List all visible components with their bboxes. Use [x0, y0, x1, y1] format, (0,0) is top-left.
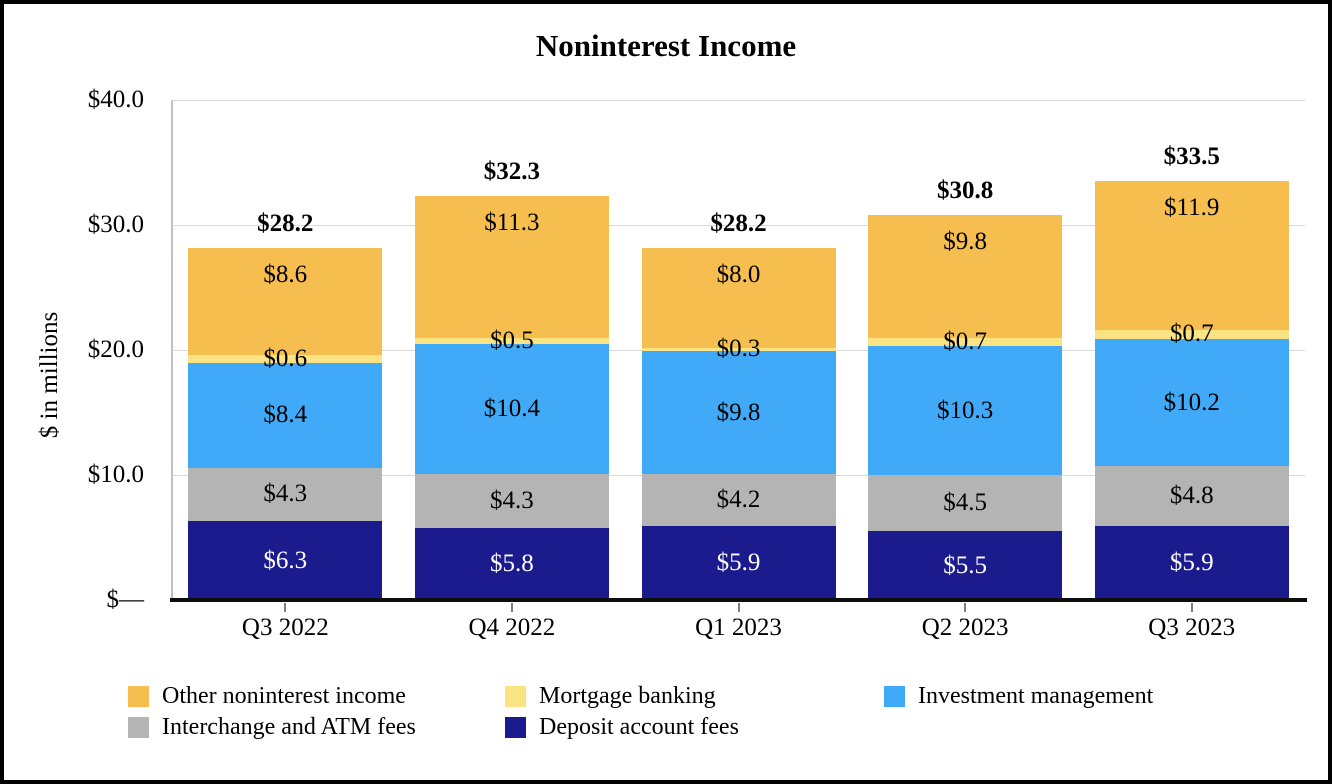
legend-item-deposit-account-fees: Deposit account fees: [505, 714, 739, 740]
bar-segment-investment-management: $8.4: [188, 362, 383, 468]
segment-value-label: $4.5: [943, 489, 987, 517]
segment-value-label: $11.9: [1164, 194, 1220, 222]
bar-segment-deposit-account-fees: $5.8: [414, 527, 609, 600]
bar-segment-interchange-and-atm-fees: $4.2: [641, 473, 836, 527]
segment-value-label: $10.2: [1163, 388, 1220, 416]
bar-segment-investment-management: $10.4: [414, 343, 609, 474]
x-axis-category-label: Q1 2023: [695, 614, 782, 641]
segment-value-label: $9.8: [943, 228, 987, 255]
bar-segment-mortgage-banking: $0.7: [868, 328, 1063, 355]
bar-segment-other-noninterest-income: $9.8: [868, 215, 1063, 338]
bar-total-label: $32.3: [483, 158, 541, 186]
bar-total-label: $28.2: [710, 209, 767, 237]
legend-swatch-investment-management: [884, 685, 905, 707]
x-axis-tick: [284, 603, 287, 612]
segment-value-label: $11.3: [484, 209, 540, 237]
bar-segment-mortgage-banking: $0.7: [1094, 320, 1289, 347]
legend-item-label: Mortgage banking: [539, 683, 716, 709]
gridline: [172, 224, 1305, 226]
segment-value-label: $8.4: [263, 401, 308, 428]
legend-item-label: Other noninterest income: [162, 683, 406, 709]
legend-item-label: Investment management: [918, 683, 1154, 709]
segment-value-label: $5.9: [716, 549, 761, 577]
bar-segment-deposit-account-fees: $5.9: [641, 526, 836, 600]
segment-value-label: $9.8: [716, 398, 761, 426]
segment-value-label: $0.5: [490, 326, 534, 354]
y-axis-tick-label: $—: [106, 586, 145, 613]
bar-segment-other-noninterest-income: $8.6: [188, 247, 383, 355]
segment-value-label: $0.3: [716, 335, 761, 363]
bar-q1-2023: $5.9 $4.2 $9.8 $0.3 $8.0 $28.2: [641, 100, 836, 600]
chart-title: Noninterest Income: [535, 28, 797, 63]
y-axis-tick-label: $30.0: [87, 211, 144, 238]
gridline: [172, 99, 1305, 101]
bar-segment-investment-management: $9.8: [641, 351, 836, 474]
segment-value-label: $4.3: [263, 480, 308, 508]
legend-item-label: Interchange and ATM fees: [162, 714, 416, 740]
bar-segment-other-noninterest-income: $8.0: [641, 247, 836, 348]
bar-q3-2023: $5.9 $4.8 $10.2 $0.7 $11.9 $33.5: [1094, 100, 1289, 600]
bar-segment-deposit-account-fees: $5.9: [1094, 526, 1289, 600]
segment-value-label: $10.4: [483, 394, 541, 422]
y-axis-tick-label: $20.0: [87, 336, 144, 363]
segment-value-label: $0.7: [1169, 320, 1214, 348]
y-axis-tick-label: $10.0: [87, 461, 144, 488]
bar-total-label: $33.5: [1163, 143, 1220, 171]
legend-swatch-interchange-and-atm-fees: [128, 716, 149, 738]
segment-value-label: $5.9: [1169, 549, 1214, 577]
bar-segment-mortgage-banking: $0.5: [414, 327, 609, 354]
segment-value-label: $0.7: [943, 327, 987, 355]
bar-segment-investment-management: $10.3: [868, 346, 1063, 475]
bar-segment-other-noninterest-income: $11.9: [1094, 181, 1289, 330]
bar-q2-2023: $5.5 $4.5 $10.3 $0.7 $9.8 $30.8: [868, 100, 1063, 600]
x-axis-category-label: Q2 2023: [921, 614, 1009, 641]
bar-segment-other-noninterest-income: $11.3: [414, 196, 609, 338]
legend-swatch-other-noninterest-income: [128, 685, 149, 707]
bar-segment-interchange-and-atm-fees: $4.3: [188, 467, 383, 522]
segment-value-label: $5.8: [490, 549, 534, 577]
bar-q4-2022: $5.8 $4.3 $10.4 $0.5 $11.3 $32.3: [414, 100, 609, 600]
bar-segment-mortgage-banking: $0.6: [188, 345, 383, 372]
segment-value-label: $8.0: [716, 260, 761, 288]
segment-value-label: $5.5: [943, 551, 987, 579]
x-axis-category-label: Q3 2023: [1148, 614, 1236, 641]
bar-segment-investment-management: $10.2: [1094, 338, 1289, 467]
bar-segment-interchange-and-atm-fees: $4.3: [414, 473, 609, 528]
y-axis-title-text: $ in millions: [36, 311, 63, 439]
segment-value-label: $0.6: [263, 344, 308, 372]
y-axis-tick-label: $40.0: [87, 86, 144, 113]
segment-value-label: $6.3: [263, 546, 308, 574]
x-axis-tick: [737, 603, 740, 612]
legend-swatch-mortgage-banking: [505, 685, 526, 707]
x-axis-category-label: Q3 2022: [241, 614, 329, 641]
segment-value-label: $4.8: [1169, 482, 1214, 510]
x-axis-line: [170, 598, 1307, 602]
legend-swatch-deposit-account-fees: [505, 716, 526, 738]
legend-item-interchange-and-atm-fees: Interchange and ATM fees: [128, 714, 416, 740]
x-axis-tick: [964, 603, 967, 612]
legend-item-label: Deposit account fees: [539, 714, 739, 740]
x-axis-category-label: Q4 2022: [468, 614, 556, 641]
segment-value-label: $10.3: [936, 396, 994, 424]
bar-total-label: $30.8: [936, 177, 994, 204]
legend-item-other-noninterest-income: Other noninterest income: [128, 683, 406, 709]
x-axis-tick: [1190, 603, 1193, 612]
bar-segment-interchange-and-atm-fees: $4.5: [868, 475, 1063, 532]
bar-segment-interchange-and-atm-fees: $4.8: [1094, 466, 1289, 527]
segment-value-label: $4.3: [490, 486, 534, 514]
bar-segment-deposit-account-fees: $5.5: [868, 531, 1063, 600]
plot-area: $6.3 $4.3 $8.4 $0.6 $8.6 $28.2 $5.8 $4.3 $10.4 $0…: [170, 99, 1307, 602]
x-axis-tick: [510, 603, 513, 612]
segment-value-label: $4.2: [716, 486, 761, 513]
bar-total-label: $28.2: [257, 209, 314, 237]
bar-q3-2022: $6.3 $4.3 $8.4 $0.6 $8.6 $28.2: [188, 100, 383, 600]
bar-segment-mortgage-banking: $0.3: [641, 335, 836, 362]
segment-value-label: $8.6: [263, 260, 308, 288]
bar-segment-deposit-account-fees: $6.3: [188, 521, 383, 600]
legend-item-mortgage-banking: Mortgage banking: [505, 683, 716, 709]
legend-item-investment-management: Investment management: [884, 683, 1153, 709]
